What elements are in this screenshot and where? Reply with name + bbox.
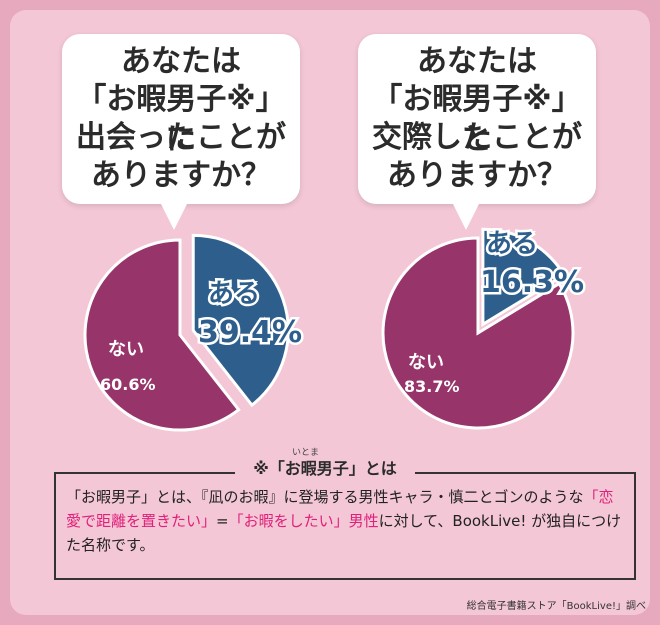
slice-label: ある — [208, 279, 260, 309]
question-bubble-right: あなたは 「お暇男子※」と 交際したことが ありますか？ — [358, 34, 596, 204]
definition-text: 「お暇男子」とは、『凪のお暇』に登場する男性キャラ・慎二とゴンのような「恋愛で距… — [66, 485, 626, 557]
source-credit: 総合電子書籍ストア「BookLive!」調べ — [466, 601, 646, 612]
highlight-text: 「お暇をしたい」男性 — [228, 512, 379, 530]
bubble-tail-left — [160, 202, 188, 230]
question-line: 「お暇男子※」と — [372, 82, 582, 157]
slice-label: ない — [108, 339, 144, 360]
pie-slice-no — [83, 238, 241, 432]
definition-title: ※「お暇男子」とは — [235, 455, 415, 479]
pie-slice-no — [381, 236, 575, 430]
slice-value: 60.6% — [100, 375, 156, 394]
highlight-text: 「恋愛で距離を置きたい」 — [66, 488, 614, 530]
question-line: ありますか？ — [91, 158, 271, 193]
question-line: 交際したことが — [372, 120, 582, 155]
pie-slice-yes — [481, 227, 567, 327]
equals-sign: = — [216, 512, 229, 530]
furigana: いとま — [292, 448, 320, 458]
question-line: あなたは — [121, 44, 241, 79]
pie-slice-yes — [191, 233, 290, 408]
bubble-tail-right — [452, 202, 480, 230]
question-line: あなたは — [417, 44, 537, 79]
slice-value: 83.7% — [404, 377, 460, 396]
slice-value: 16.3% — [480, 265, 584, 300]
question-bubble-left: あなたは 「お暇男子※」に 出会ったことが ありますか？ — [62, 34, 300, 204]
definition-text-part: に対して、BookLive! が独自につけた名称です。 — [66, 512, 622, 554]
question-line: 出会ったことが — [76, 120, 286, 155]
slice-label: ある — [486, 229, 538, 259]
slice-label: ない — [408, 352, 444, 373]
question-line: ありますか？ — [387, 158, 567, 193]
question-line: 「お暇男子※」に — [76, 82, 286, 157]
slice-value: 39.4% — [198, 315, 302, 350]
definition-text-part: 「お暇男子」とは、『凪のお暇』に登場する男性キャラ・慎二とゴンのような — [66, 488, 584, 506]
